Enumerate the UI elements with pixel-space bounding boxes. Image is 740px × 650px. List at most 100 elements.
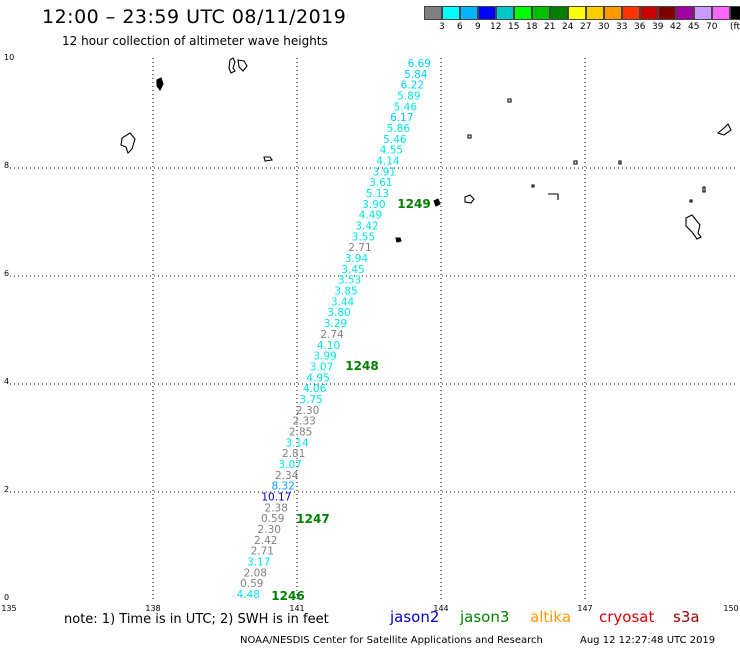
track-value: 4.14 xyxy=(376,156,400,168)
track-value: 4.49 xyxy=(359,210,382,222)
track-value: 3.42 xyxy=(355,221,378,233)
altimeter-track-values: 6.695.846.225.895.466.175.865.464.554.14… xyxy=(237,58,431,601)
island-shape xyxy=(548,193,559,200)
island-shape xyxy=(716,123,732,136)
track-value: 3.45 xyxy=(341,264,364,276)
legend-swatch xyxy=(622,6,640,20)
legend-swatch xyxy=(658,6,676,20)
legend-label: 45 xyxy=(688,22,700,32)
legend-swatch xyxy=(712,6,730,20)
track-value: 3.99 xyxy=(313,351,336,363)
legend-swatch xyxy=(586,6,604,20)
credit-line: NOAA/NESDIS Center for Satellite Applica… xyxy=(240,635,543,646)
x-tick-label: 138 xyxy=(145,604,160,613)
legend-swatch xyxy=(730,6,740,20)
island-shape xyxy=(395,237,402,243)
generated-timestamp: Aug 12 12:27:48 UTC 2019 xyxy=(580,635,716,646)
y-tick-label: 6 xyxy=(4,269,9,278)
track-value: 2.71 xyxy=(348,242,371,254)
legend-label: 42 xyxy=(670,22,682,32)
legend-swatch xyxy=(676,6,694,20)
legend-label: 3 xyxy=(439,22,445,32)
x-tick-label: 147 xyxy=(577,604,592,613)
track-value: 3.44 xyxy=(331,296,355,308)
track-value: 2.34 xyxy=(275,470,299,482)
legend-swatch xyxy=(442,6,460,20)
pass-label: 1248 xyxy=(345,359,378,373)
pass-label: 1246 xyxy=(271,589,304,603)
legend-swatch xyxy=(550,6,568,20)
island-shape xyxy=(531,184,535,188)
satellite-name: jason3 xyxy=(460,608,510,626)
pass-number-labels: 1249 1248 1247 1246 xyxy=(271,197,430,603)
pass-label: 1249 xyxy=(397,197,430,211)
track-value: 3.14 xyxy=(285,437,309,449)
satellite-name: s3a xyxy=(673,608,700,626)
y-tick-label: 4 xyxy=(4,377,9,386)
legend-swatch xyxy=(640,6,658,20)
legend-swatch xyxy=(424,6,442,20)
track-value: 8.32 xyxy=(272,481,295,493)
track-value: 3.07 xyxy=(310,361,333,373)
island-shape xyxy=(685,214,702,240)
track-value: 5.86 xyxy=(387,123,411,135)
legend-label: 24 xyxy=(562,22,574,32)
legend-swatch xyxy=(604,6,622,20)
track-value: 5.13 xyxy=(366,188,389,200)
x-tick-label: 141 xyxy=(289,604,304,613)
track-value: 2.08 xyxy=(244,567,267,579)
island-shape xyxy=(467,134,472,139)
track-value: 4.06 xyxy=(303,383,327,395)
y-tick-labels: 0 2 4 6 8 10 xyxy=(4,53,14,602)
track-value: 3.29 xyxy=(324,318,347,330)
track-value: 0.59 xyxy=(240,578,263,590)
legend-swatch xyxy=(460,6,478,20)
satellite-name: cryosat xyxy=(599,608,655,626)
legend-swatch xyxy=(694,6,712,20)
track-value: 6.17 xyxy=(390,112,413,124)
legend-label: 27 xyxy=(580,22,592,32)
legend-swatch xyxy=(532,6,550,20)
track-value: 5.46 xyxy=(394,101,418,113)
island-shape xyxy=(507,98,512,103)
track-value: 2.38 xyxy=(265,502,288,514)
legend-label: (ft) xyxy=(730,22,740,32)
legend-label: 70 xyxy=(706,22,718,32)
legend-swatch xyxy=(514,6,532,20)
track-value: 3.85 xyxy=(334,286,357,298)
track-value: 3.75 xyxy=(299,394,322,406)
island-shape xyxy=(263,156,273,162)
x-tick-labels: 135 138 141 144 147 150 xyxy=(1,604,738,613)
legend-label: 36 xyxy=(634,22,646,32)
track-value: 2.85 xyxy=(289,426,312,438)
track-value: 2.71 xyxy=(251,546,274,558)
island-shape xyxy=(120,132,136,155)
y-tick-label: 2 xyxy=(4,485,9,494)
units-note: note: 1) Time is in UTC; 2) SWH is in fe… xyxy=(64,612,329,627)
island-shape xyxy=(618,160,622,165)
island-shape xyxy=(156,77,164,92)
coastline-outlines xyxy=(120,57,732,243)
track-value: 5.84 xyxy=(404,69,428,81)
track-value: 2.33 xyxy=(292,416,315,428)
x-tick-label: 144 xyxy=(433,604,448,613)
track-value: 3.94 xyxy=(345,253,369,265)
track-value: 5.46 xyxy=(383,134,407,146)
track-value: 3.55 xyxy=(352,231,375,243)
island-shape xyxy=(689,199,693,203)
island-shape xyxy=(702,186,706,193)
map-grid xyxy=(10,58,737,600)
track-value: 4.55 xyxy=(380,145,403,157)
y-tick-label: 8 xyxy=(4,161,9,170)
chart-title: 12:00 – 23:59 UTC 08/11/2019 xyxy=(42,6,347,28)
island-shape xyxy=(464,194,475,204)
track-value: 3.61 xyxy=(369,177,392,189)
satellite-name: jason2 xyxy=(390,608,440,626)
island-shape xyxy=(573,160,578,165)
pass-label: 1247 xyxy=(296,512,329,526)
track-value: 3.17 xyxy=(247,556,270,568)
y-tick-label: 10 xyxy=(4,53,14,62)
legend-swatch xyxy=(568,6,586,20)
